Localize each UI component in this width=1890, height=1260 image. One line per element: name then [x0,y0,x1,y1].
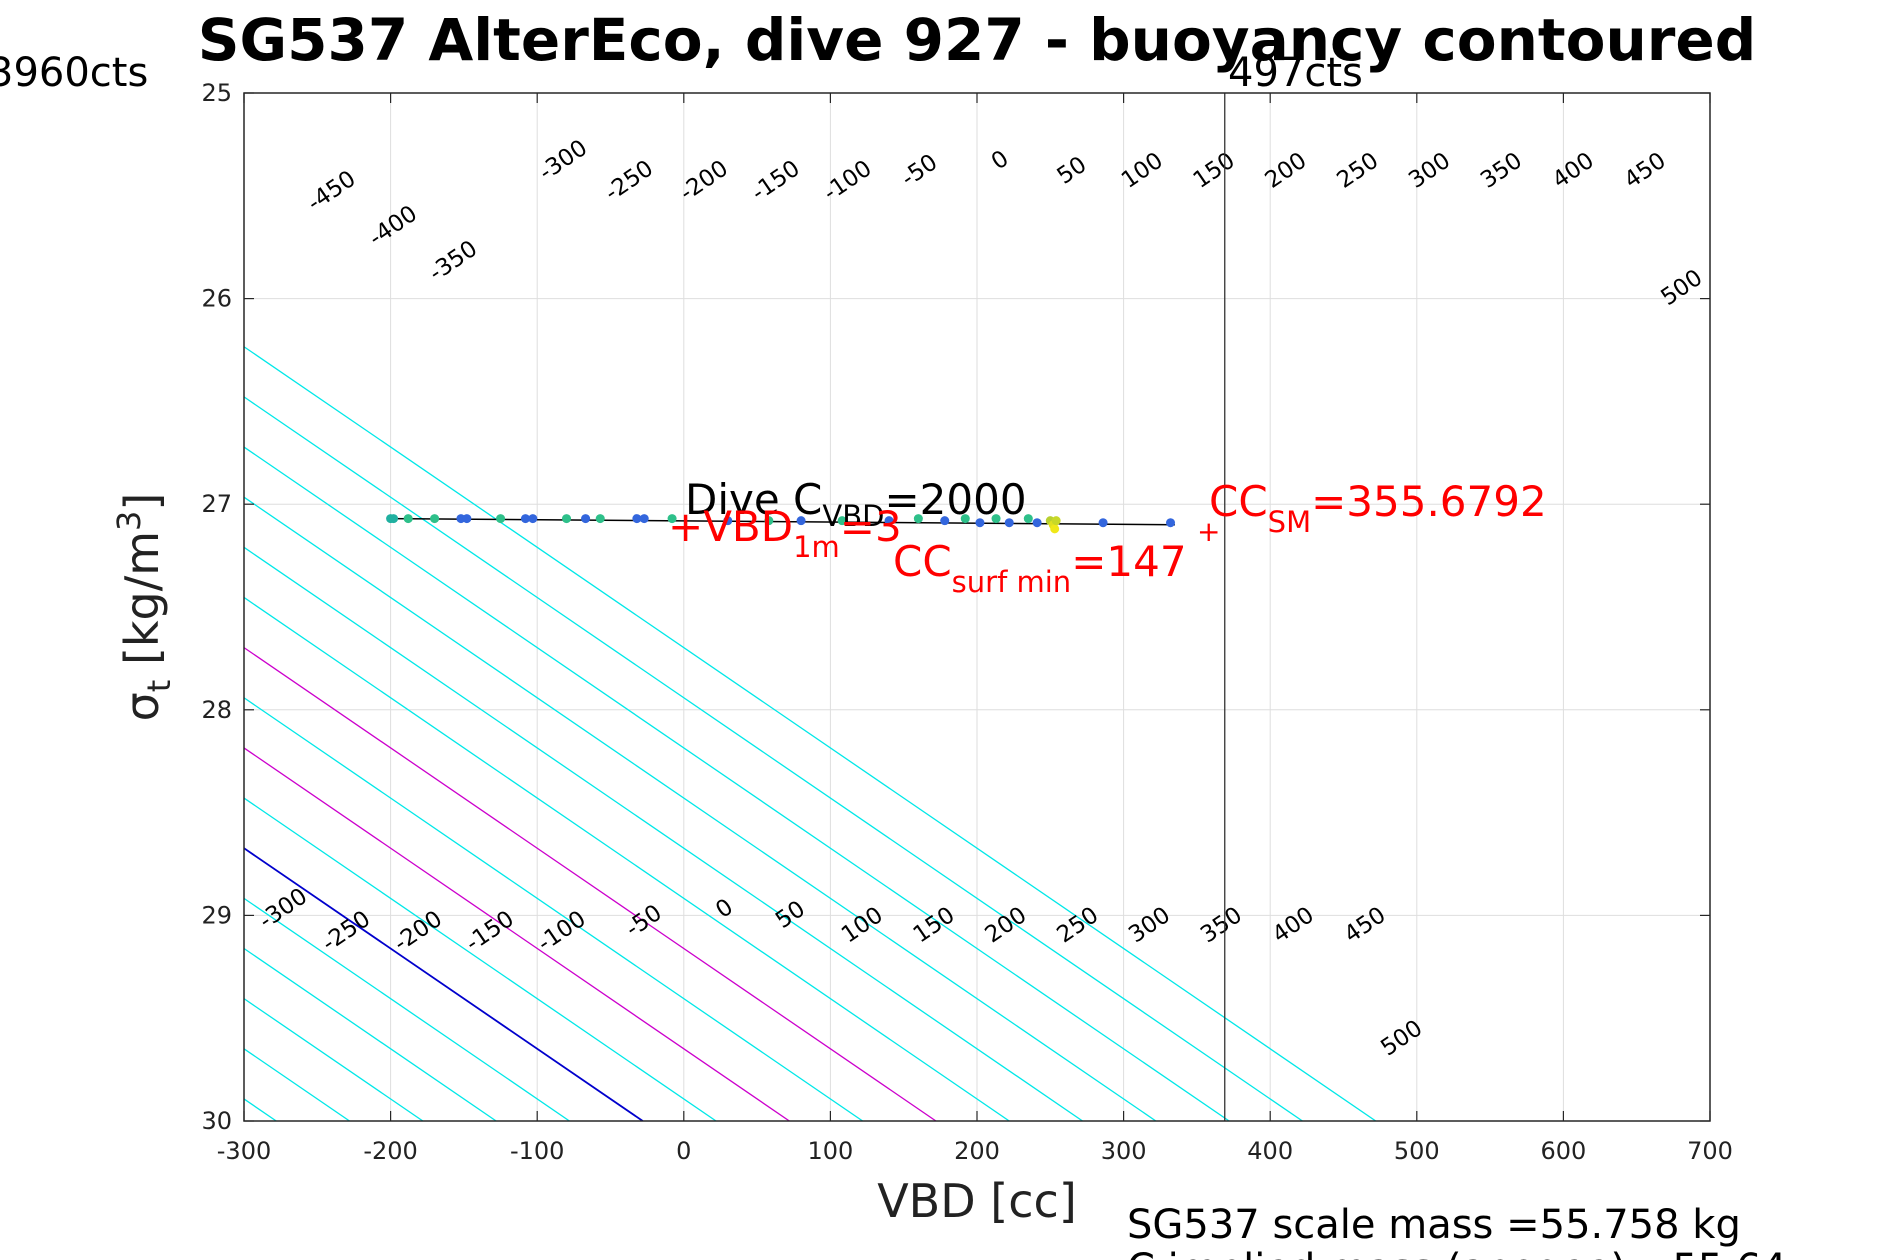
contour-line [244,947,497,1121]
dive-c-text: Dive C [685,475,822,524]
cc-sm-value: =355.6792 [1311,477,1547,526]
data-point [960,514,970,524]
chart-title: SG537 AlterEco, dive 927 - buoyancy cont… [198,6,1757,74]
data-point [667,514,677,524]
x-tick-label: -200 [363,1137,417,1165]
y-axis-label-unit-exponent: 3 [110,511,148,531]
vbd-1m-text: +VBD [668,502,793,551]
footer-implied-mass: C implied mass (apogee) =55.64 [1127,1246,1787,1260]
cc-surf-min-text: CC [893,537,952,586]
dive-c-value: =2000 [884,475,1026,524]
dive-c-vbd-annotation: Dive CVBD=2000 [685,475,1027,533]
contour-line [244,396,1303,1121]
data-point [1166,518,1176,528]
data-point [913,514,923,524]
data-point [528,514,538,524]
vbd-1m-subscript: 1m [793,530,840,564]
cc-surf-min-subscript: surf min [952,565,1072,599]
left-counts-label: 3960cts [0,50,148,96]
cc-surf-min-annotation: CCsurf min=147 [893,537,1187,599]
data-point [796,516,806,526]
data-point [581,514,591,524]
cc-sm-annotation: CCSM=355.6792 [1209,477,1547,539]
contour-line [244,546,1083,1121]
contour-line [244,847,644,1121]
x-tick-label: -100 [510,1137,564,1165]
y-tick-label: 30 [201,1107,232,1135]
contour-line [244,797,717,1121]
data-point [884,516,894,526]
x-tick-label: 600 [1540,1137,1586,1165]
data-point [496,514,506,524]
y-axis-label-subscript: t [140,680,178,693]
data-point [991,514,1001,524]
cc-sm-text: CC [1209,477,1268,526]
contour-line [244,696,864,1121]
data-point [403,514,413,524]
data-point [562,514,572,524]
contour-line [244,446,1230,1121]
data-point [975,518,985,528]
contour-lines [244,345,1377,1121]
data-point [639,514,649,524]
data-point [940,516,950,526]
x-tick-label: 0 [676,1137,691,1165]
cc-sm-marker: + [1197,515,1220,548]
data-point [1023,514,1033,524]
observation-series [386,93,1226,1121]
contour-line [244,646,937,1121]
footer-scale-mass: SG537 scale mass =55.758 kg [1127,1202,1741,1248]
contour-line [244,496,1157,1121]
y-tick-label: 29 [201,901,232,929]
contour-line [244,747,790,1121]
x-tick-label: 500 [1394,1137,1440,1165]
data-point [837,516,847,526]
data-point [1098,518,1108,528]
data-point [1032,518,1042,528]
data-point [1050,524,1060,534]
x-tick-label: -300 [217,1137,271,1165]
data-point [462,514,472,524]
contour-line [244,596,1010,1121]
y-tick-label: 26 [201,285,232,313]
right-counts-label: 497cts [1228,50,1363,96]
y-tick-label: 27 [201,490,232,518]
contour-line [244,897,570,1121]
dive-c-subscript: VBD [822,499,884,533]
x-tick-label: 200 [954,1137,1000,1165]
data-point [723,516,733,526]
cc-sm-subscript: SM [1268,505,1311,539]
y-tick-label: 28 [201,696,232,724]
y-axis-label-symbol: σ [115,692,169,721]
x-tick-label: 300 [1101,1137,1147,1165]
vbd-1m-value: =3 [840,502,902,551]
y-tick-label: 25 [201,79,232,107]
x-axis-label: VBD [cc] [877,1174,1077,1228]
data-point [632,514,642,524]
data-point [595,514,605,524]
vbd-1m-annotation: +VBD1m=3 [668,502,902,564]
x-tick-label: 100 [807,1137,853,1165]
contour-line [244,345,1377,1121]
data-point [1051,516,1061,526]
x-tick-label: 700 [1687,1137,1733,1165]
y-axis-label-unit-close: ] [115,493,169,511]
y-axis-label-unit: [kg/m [115,531,169,680]
data-point [520,514,530,524]
x-tick-label: 400 [1247,1137,1293,1165]
axis-ticks: -300 -200 -100 0 100 200 300 400 500 600 700 25 26 27… [201,79,1732,1165]
cc-surf-min-value: =147 [1071,537,1186,586]
data-point [1004,518,1014,528]
y-axis-label: σt [kg/m3] [110,493,178,722]
data-point [764,516,774,526]
data-point [430,514,440,524]
data-point [389,514,399,524]
